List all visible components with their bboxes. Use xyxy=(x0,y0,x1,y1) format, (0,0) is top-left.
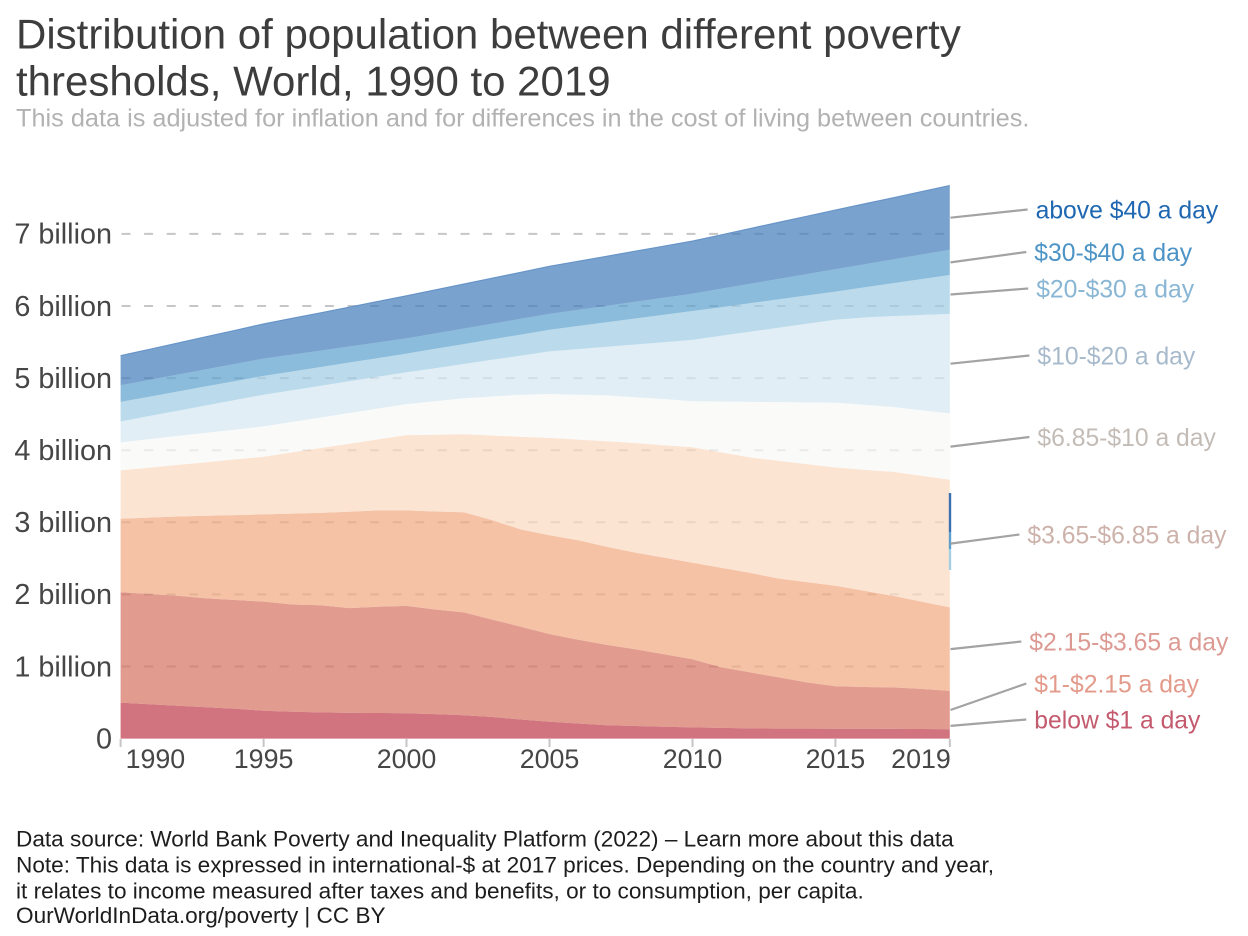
svg-text:2010: 2010 xyxy=(663,744,723,774)
svg-text:2015: 2015 xyxy=(806,744,866,774)
svg-text:1990: 1990 xyxy=(126,744,186,774)
svg-text:2 billion: 2 billion xyxy=(14,579,112,611)
svg-text:4 billion: 4 billion xyxy=(14,435,112,467)
svg-text:it relates to income measured: it relates to income measured after taxe… xyxy=(16,879,864,904)
svg-text:$1-$2.15 a day: $1-$2.15 a day xyxy=(1034,672,1199,699)
svg-text:This data is adjusted for infl: This data is adjusted for inflation and … xyxy=(16,104,1029,132)
svg-text:$30-$40 a day: $30-$40 a day xyxy=(1034,240,1193,267)
svg-text:above $40 a day: above $40 a day xyxy=(1036,198,1219,225)
svg-text:2019: 2019 xyxy=(891,744,951,774)
svg-text:2000: 2000 xyxy=(377,744,437,774)
svg-text:$2.15-$3.65 a day: $2.15-$3.65 a day xyxy=(1029,630,1229,657)
svg-text:Distribution of population bet: Distribution of population between diffe… xyxy=(16,11,961,58)
svg-text:6 billion: 6 billion xyxy=(14,291,112,323)
svg-text:thresholds, World, 1990 to 201: thresholds, World, 1990 to 2019 xyxy=(16,58,611,105)
svg-text:below $1 a day: below $1 a day xyxy=(1034,708,1201,735)
svg-text:5 billion: 5 billion xyxy=(14,363,112,395)
svg-text:OurWorldInData.org/poverty | C: OurWorldInData.org/poverty | CC BY xyxy=(16,903,386,928)
svg-text:$3.65-$6.85 a day: $3.65-$6.85 a day xyxy=(1027,523,1227,550)
svg-text:7 billion: 7 billion xyxy=(14,219,112,251)
svg-text:3 billion: 3 billion xyxy=(14,507,112,539)
svg-text:1 billion: 1 billion xyxy=(14,651,112,683)
svg-text:Note: This data is expressed i: Note: This data is expressed in internat… xyxy=(16,853,994,878)
svg-text:Data source: World Bank Povert: Data source: World Bank Poverty and Ineq… xyxy=(16,827,954,852)
svg-text:$20-$30 a day: $20-$30 a day xyxy=(1036,277,1195,304)
svg-text:$6.85-$10 a day: $6.85-$10 a day xyxy=(1037,425,1216,452)
svg-text:1995: 1995 xyxy=(234,744,294,774)
svg-text:$10-$20 a day: $10-$20 a day xyxy=(1037,344,1196,371)
svg-text:2005: 2005 xyxy=(520,744,580,774)
svg-text:0: 0 xyxy=(96,723,112,755)
